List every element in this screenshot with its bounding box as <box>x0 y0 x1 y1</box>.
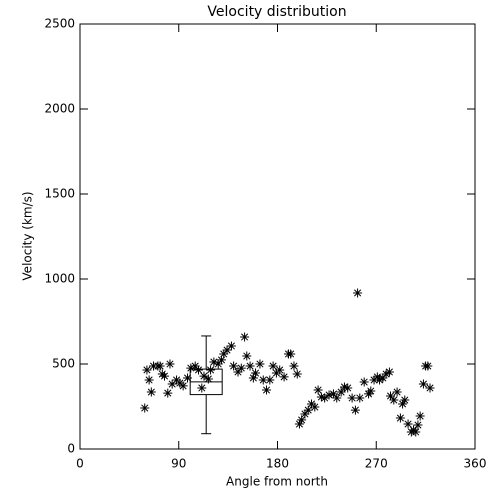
point <box>144 375 154 385</box>
point <box>355 393 365 403</box>
point <box>251 368 261 378</box>
point <box>375 375 385 385</box>
x-tick-label: 360 <box>464 457 487 471</box>
point <box>395 413 405 423</box>
point <box>255 359 265 369</box>
point <box>389 395 399 405</box>
point <box>336 387 346 397</box>
point <box>425 383 435 393</box>
point <box>206 365 216 375</box>
point <box>183 373 193 383</box>
point <box>186 363 196 373</box>
point <box>226 341 236 351</box>
point <box>258 375 268 385</box>
point <box>155 361 165 371</box>
point <box>167 379 177 389</box>
x-tick-label: 270 <box>365 457 388 471</box>
point <box>359 377 369 387</box>
x-axis-label: Angle from north <box>226 475 328 489</box>
y-tick-label: 1000 <box>44 272 75 286</box>
point <box>353 288 363 298</box>
point <box>265 375 275 385</box>
point <box>236 363 246 373</box>
point <box>178 381 188 391</box>
point <box>366 386 376 396</box>
point <box>213 359 223 369</box>
point <box>398 399 408 409</box>
point <box>415 411 425 421</box>
point <box>140 403 150 413</box>
point <box>328 389 338 399</box>
point <box>403 419 413 429</box>
point <box>343 383 353 393</box>
point <box>165 359 175 369</box>
point <box>324 390 334 400</box>
y-axis-label: Velocity (km/s) <box>21 191 35 280</box>
x-tick-label: 180 <box>266 457 289 471</box>
chart-title: Velocity distribution <box>207 4 346 20</box>
plot-frame <box>79 23 476 450</box>
point <box>222 345 232 355</box>
x-tick-label: 90 <box>171 457 186 471</box>
point <box>197 383 207 393</box>
point <box>262 385 272 395</box>
point <box>316 392 326 402</box>
point <box>190 361 200 371</box>
point <box>339 382 349 392</box>
point <box>292 369 302 379</box>
point <box>289 361 299 371</box>
point <box>413 420 423 430</box>
point <box>203 374 213 384</box>
point <box>159 371 169 381</box>
point <box>392 387 402 397</box>
y-tick-label: 1500 <box>44 187 75 201</box>
point <box>297 415 307 425</box>
point <box>268 361 278 371</box>
point <box>350 405 360 415</box>
point <box>320 393 330 403</box>
point <box>300 409 310 419</box>
point <box>386 391 396 401</box>
point <box>418 379 428 389</box>
point <box>347 393 357 403</box>
point <box>245 361 255 371</box>
point <box>384 367 394 377</box>
point <box>279 372 289 382</box>
point <box>217 355 227 365</box>
point <box>229 361 239 371</box>
point <box>294 419 304 429</box>
point <box>163 388 173 398</box>
point <box>194 365 203 375</box>
point <box>303 405 313 415</box>
point <box>240 332 250 342</box>
point <box>146 387 156 397</box>
point <box>411 427 421 437</box>
point <box>199 371 209 381</box>
point <box>400 395 410 405</box>
point <box>142 365 152 375</box>
point <box>233 367 243 377</box>
point <box>219 349 229 359</box>
x-tick-label: 0 <box>76 457 84 471</box>
point <box>310 402 320 412</box>
y-tick-label: 0 <box>67 442 75 456</box>
point <box>423 361 433 371</box>
point <box>381 369 391 379</box>
y-tick-label: 500 <box>52 357 75 371</box>
point <box>286 349 296 359</box>
point <box>313 385 323 395</box>
point <box>242 351 252 361</box>
point <box>275 365 285 375</box>
point <box>248 373 258 383</box>
point <box>378 373 388 383</box>
y-tick-label: 2000 <box>44 102 75 116</box>
y-tick-label: 2500 <box>44 17 75 31</box>
point <box>332 393 342 403</box>
point <box>209 357 219 367</box>
point <box>372 372 382 382</box>
